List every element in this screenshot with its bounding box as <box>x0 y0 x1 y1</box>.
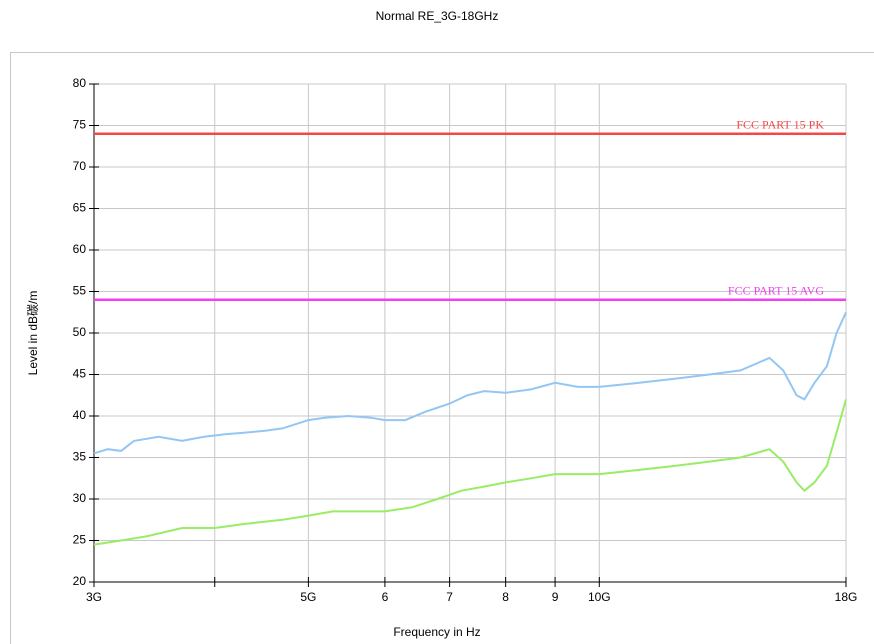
x-axis-label: Frequency in Hz <box>393 625 480 639</box>
y-tick-label: 50 <box>73 325 87 339</box>
chart-panel <box>10 52 874 644</box>
x-tick-label: 7 <box>446 590 453 604</box>
y-tick-label: 40 <box>73 408 87 422</box>
y-tick-label: 60 <box>73 242 87 256</box>
y-axis-label: Level in dB碳/m <box>26 291 40 376</box>
y-tick-label: 70 <box>73 159 87 173</box>
y-tick-label: 35 <box>73 450 87 464</box>
x-tick-label: 10G <box>588 590 611 604</box>
x-tick-label: 6 <box>382 590 389 604</box>
series-line <box>93 311 847 455</box>
y-tick-label: 25 <box>73 533 87 547</box>
series-line <box>93 399 847 546</box>
y-tick-label: 80 <box>73 76 87 90</box>
x-tick-label: 9 <box>552 590 559 604</box>
y-tick-label: 65 <box>73 201 87 215</box>
limit-label: FCC PART 15 PK <box>736 118 824 132</box>
y-tick-label: 55 <box>73 284 87 298</box>
x-tick-label: 3G <box>86 590 102 604</box>
x-tick-label: 18G <box>835 590 858 604</box>
y-tick-label: 45 <box>73 367 87 381</box>
y-tick-label: 30 <box>73 491 87 505</box>
limit-label: FCC PART 15 AVG <box>728 284 824 298</box>
chart-title: Normal RE_3G-18GHz <box>376 9 499 23</box>
y-tick-label: 20 <box>73 574 87 588</box>
y-tick-label: 75 <box>73 118 87 132</box>
x-tick-label: 5G <box>300 590 316 604</box>
x-tick-label: 8 <box>502 590 509 604</box>
